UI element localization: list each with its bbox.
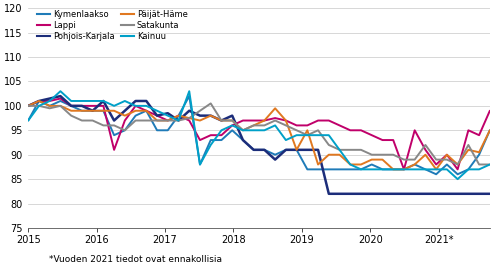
Text: *Vuoden 2021 tiedot ovat ennakollisia: *Vuoden 2021 tiedot ovat ennakollisia xyxy=(49,255,222,264)
Legend: Kymenlaakso, Lappi, Pohjois-Karjala, Päijät-Häme, Satakunta, Kainuu: Kymenlaakso, Lappi, Pohjois-Karjala, Päi… xyxy=(37,10,188,41)
